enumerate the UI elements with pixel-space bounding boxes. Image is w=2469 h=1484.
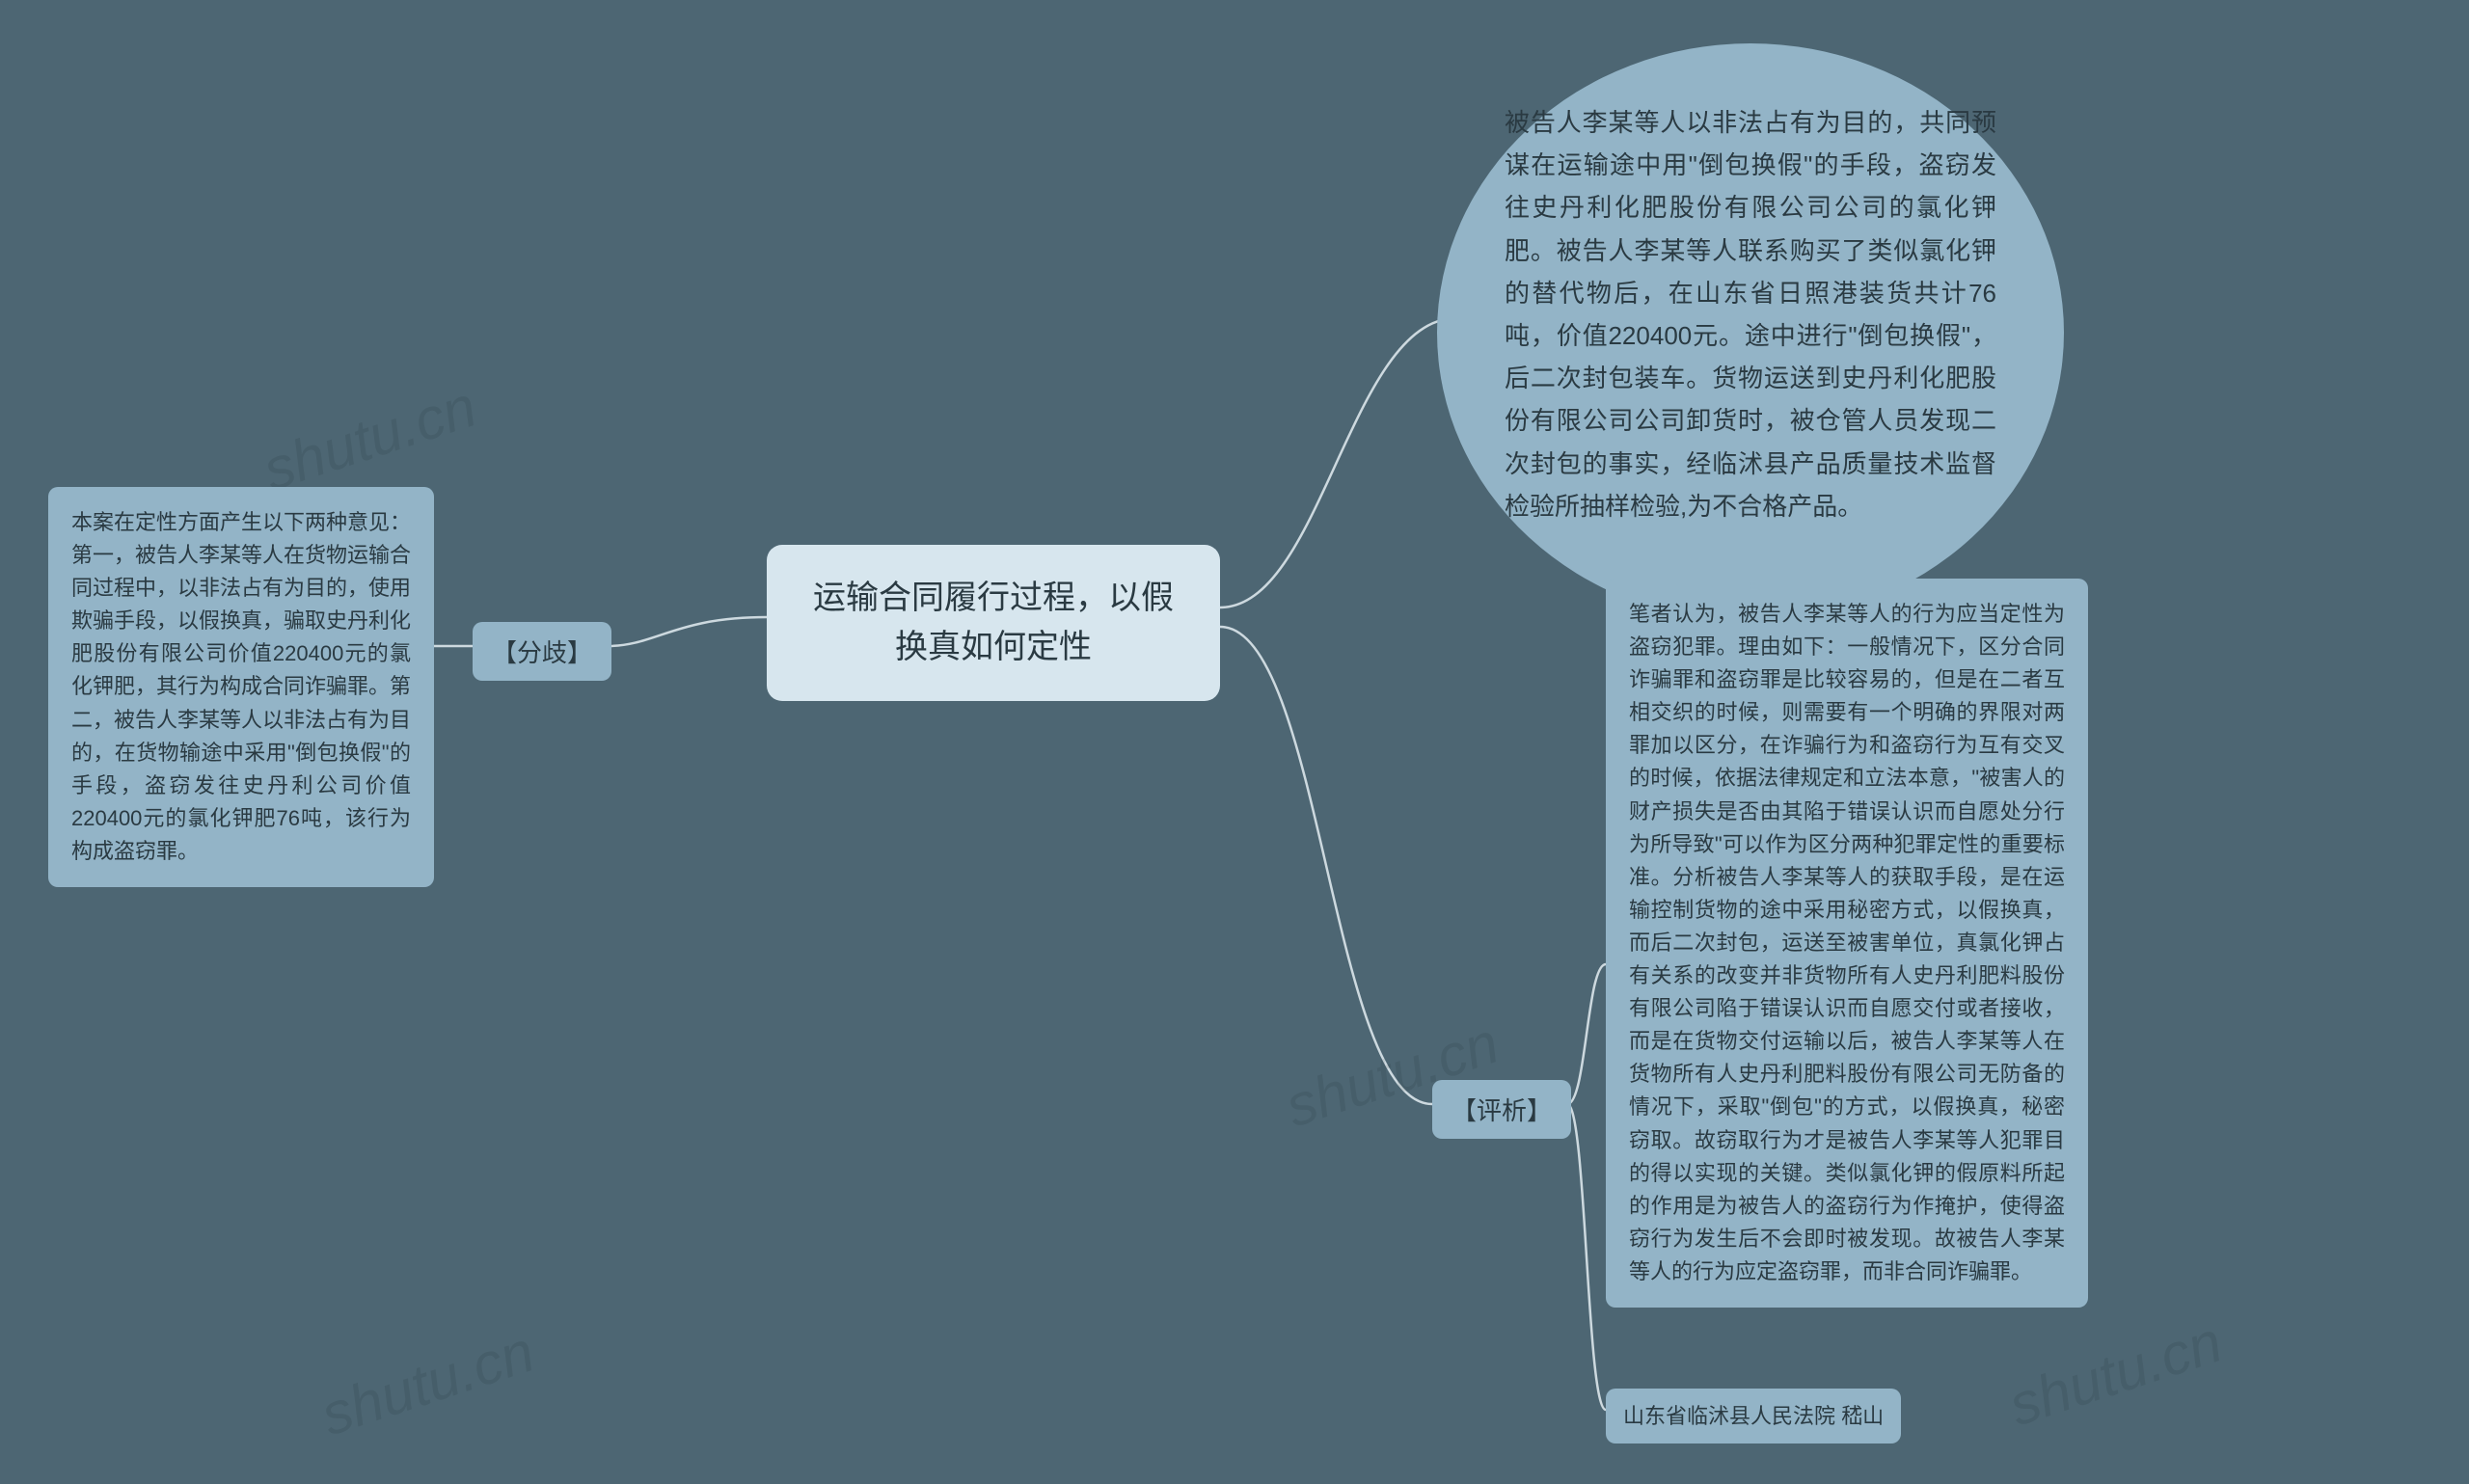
- right-top-content: 被告人李某等人以非法占有为目的，共同预谋在运输途中用"倒包换假"的手段，盗窃发往…: [1437, 43, 2064, 622]
- left-branch-label-text: 【分歧】: [492, 638, 592, 667]
- connector-path: [608, 617, 767, 646]
- right-bottom-analysis-text: 笔者认为，被告人李某等人的行为应当定性为盗窃犯罪。理由如下：一般情况下，区分合同…: [1629, 602, 2065, 1283]
- right-top-content-text: 被告人李某等人以非法占有为目的，共同预谋在运输途中用"倒包换假"的手段，盗窃发往…: [1505, 108, 1996, 521]
- right-bottom-label: 【评析】: [1432, 1080, 1571, 1139]
- center-node-text: 运输合同履行过程，以假换真如何定性: [813, 580, 1174, 665]
- right-bottom-analysis: 笔者认为，被告人李某等人的行为应当定性为盗窃犯罪。理由如下：一般情况下，区分合同…: [1606, 579, 2088, 1308]
- center-node: 运输合同履行过程，以假换真如何定性: [767, 545, 1220, 701]
- left-branch-content-text: 本案在定性方面产生以下两种意见：第一，被告人李某等人在货物运输合同过程中，以非法…: [71, 510, 411, 863]
- left-branch-label: 【分歧】: [473, 622, 611, 681]
- connector-path: [1220, 627, 1432, 1104]
- right-bottom-source-text: 山东省临沭县人民法院 嵇山: [1623, 1404, 1884, 1428]
- left-branch-content: 本案在定性方面产生以下两种意见：第一，被告人李某等人在货物运输合同过程中，以非法…: [48, 487, 434, 887]
- right-bottom-label-text: 【评析】: [1452, 1096, 1552, 1125]
- right-bottom-source: 山东省临沭县人民法院 嵇山: [1606, 1389, 1901, 1444]
- watermark: shutu.cn: [2001, 1309, 2230, 1440]
- connector-path: [1220, 318, 1456, 607]
- watermark: shutu.cn: [256, 373, 484, 504]
- watermark: shutu.cn: [313, 1318, 542, 1449]
- connector-path: [1567, 964, 1606, 1104]
- connector-path: [1567, 1104, 1606, 1410]
